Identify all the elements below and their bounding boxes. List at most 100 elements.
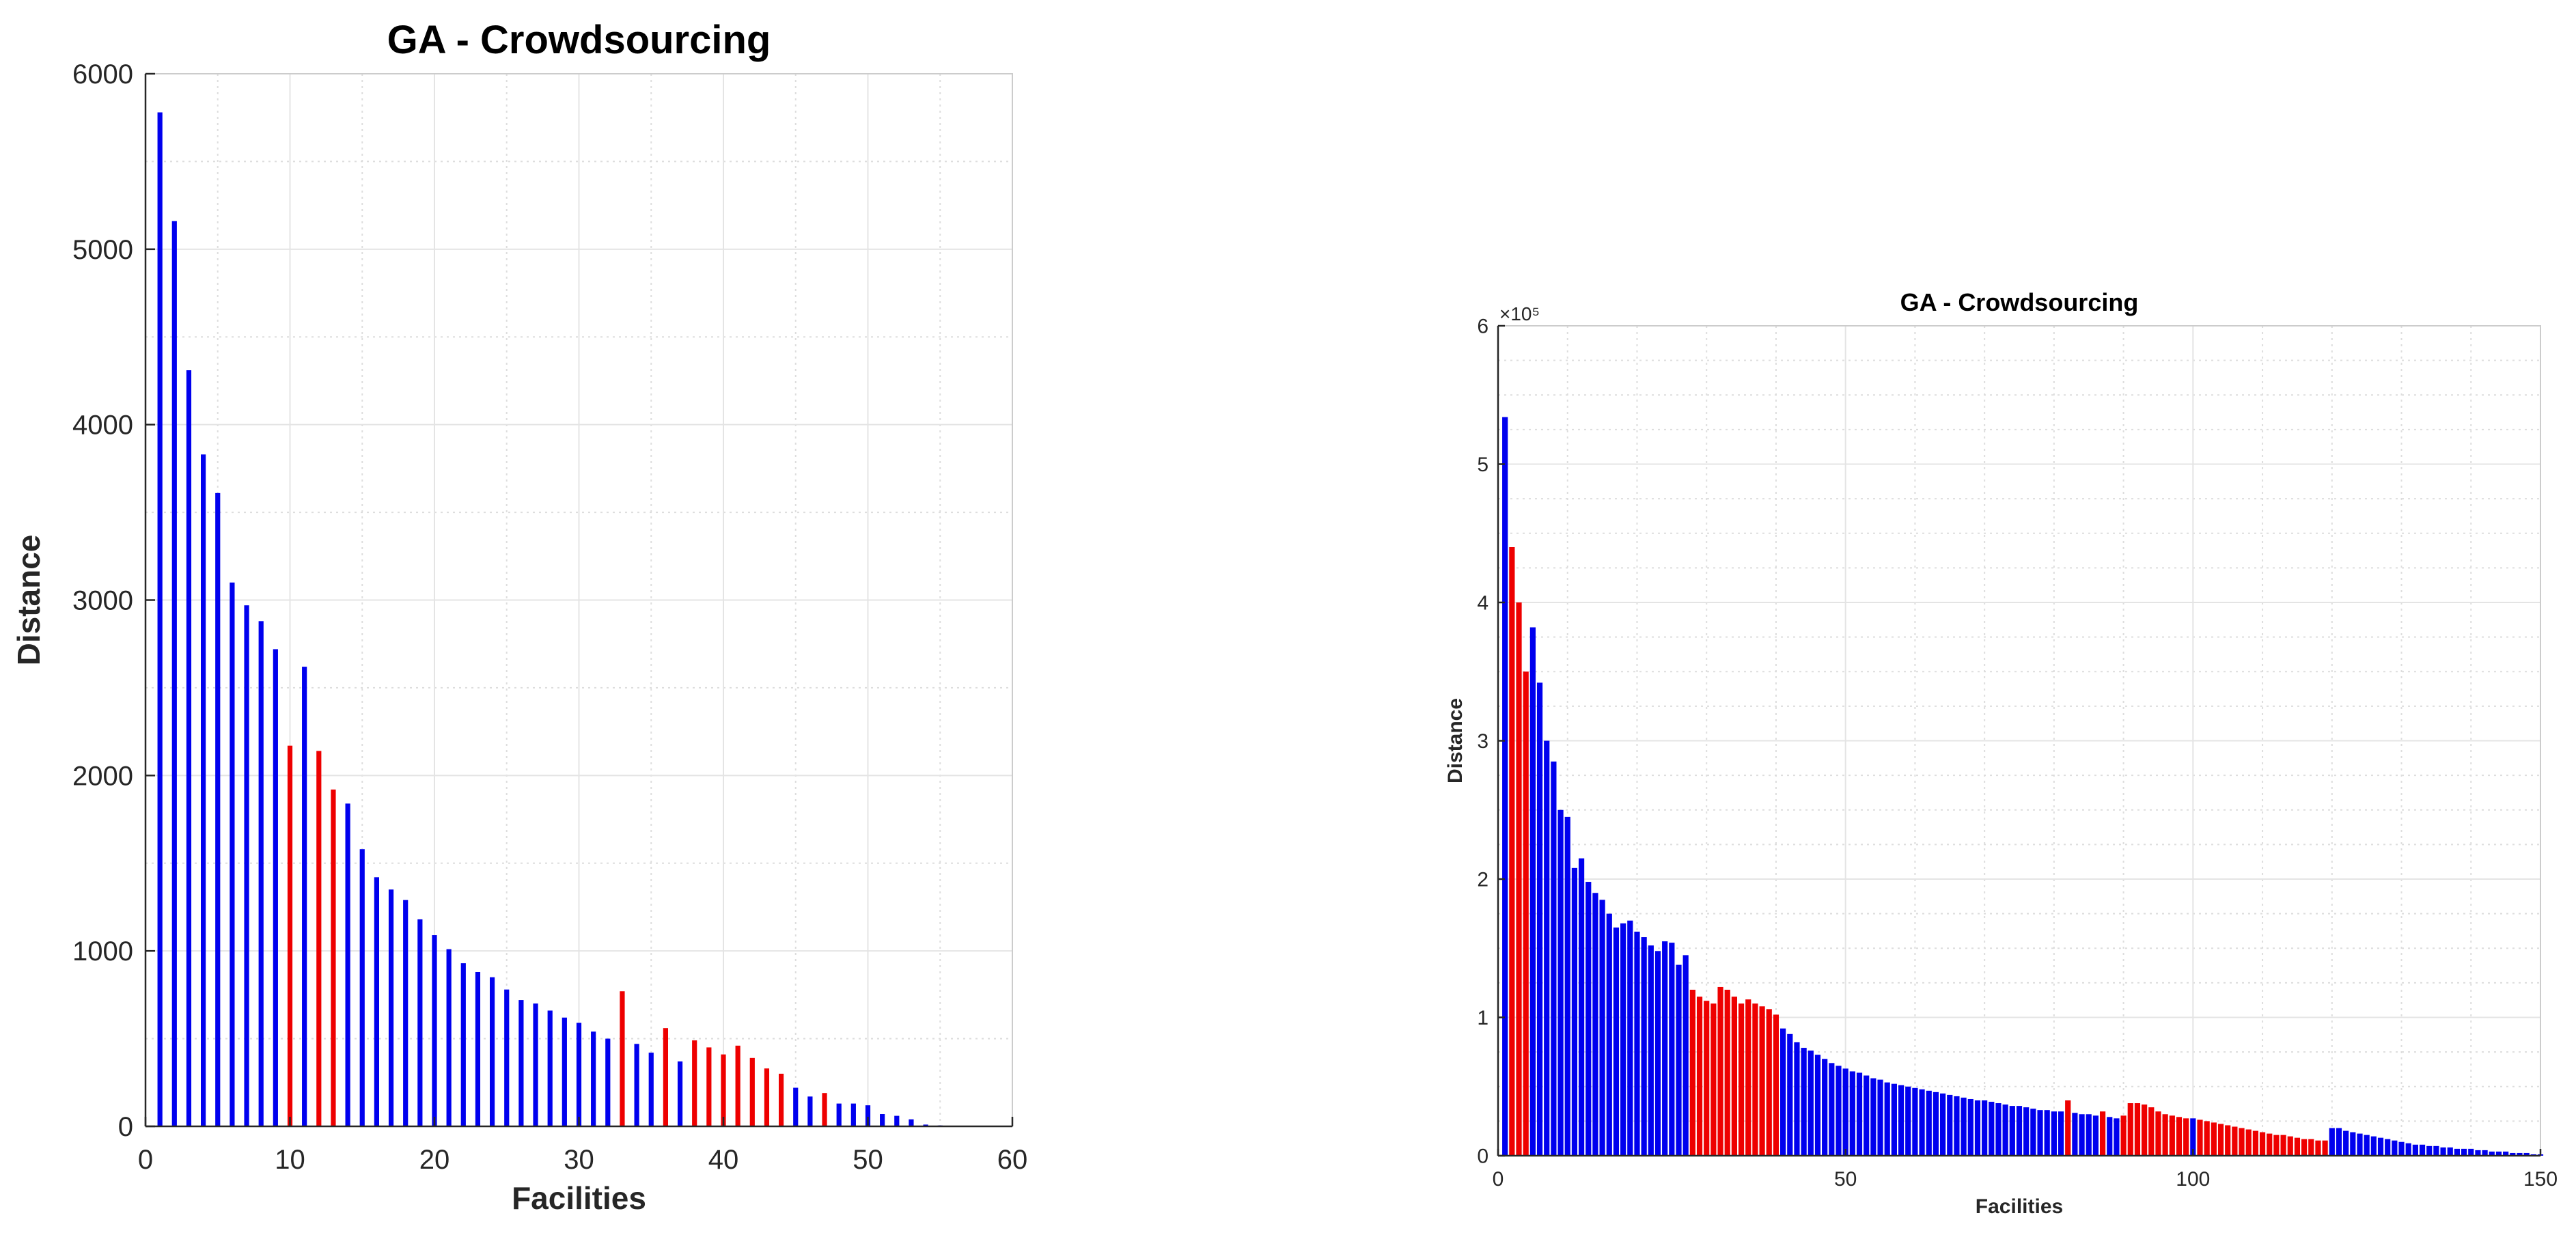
right-bar [1620,923,1626,1156]
right-bar [1842,1068,1848,1156]
right-bar [2329,1128,2335,1156]
right-bar [2142,1104,2148,1156]
right-bar [1780,1028,1786,1156]
left-bar [822,1093,827,1126]
right-bars [1502,417,2544,1156]
right-bar [1676,964,1682,1156]
right-bar [1523,671,1529,1156]
right-bar [1571,867,1578,1156]
right-y-tick-label: 6 [1477,316,1488,338]
right-bar [1808,1051,1814,1156]
left-bar [692,1040,697,1126]
right-bar [2489,1151,2495,1156]
left-bar [909,1119,914,1126]
right-bar [2245,1129,2252,1156]
right-y-axis-label: Distance [1444,698,1467,783]
left-bar [171,221,177,1126]
right-bar [2127,1103,2133,1156]
right-bar [1502,417,1508,1156]
left-bar [865,1105,871,1126]
left-bar [648,1053,654,1126]
left-y-tick-label: 5000 [72,235,133,265]
right-bar [2377,1137,2384,1156]
left-bar [504,989,510,1126]
right-bar [1905,1086,1911,1156]
left-bar [850,1103,856,1126]
right-bar [1717,986,1723,1156]
right-bar [2072,1113,2078,1156]
right-bar [1794,1042,1800,1156]
left-y-tick-label: 6000 [72,59,133,89]
right-bar [2419,1144,2426,1156]
left-bar [432,935,437,1126]
right-x-tick-label: 0 [1493,1168,1504,1191]
left-bar [894,1115,900,1126]
left-chart: 0 10 20 30 40 50 60 0 1000 2000 3000 4000 5000 6000 G… [11,18,1027,1216]
left-bar [316,751,322,1126]
left-bar [576,1023,582,1126]
right-bar [2225,1125,2231,1156]
left-bar [215,492,221,1126]
right-bar [1787,1033,1793,1156]
right-grid [1497,325,2541,1156]
right-bar [2523,1152,2530,1156]
right-bar [2259,1132,2266,1156]
right-bar [2287,1136,2293,1156]
right-y-tick-label: 4 [1477,592,1488,615]
right-bar [1689,990,1695,1156]
left-bar [749,1057,755,1126]
right-bar [2016,1106,2023,1156]
right-bar [2364,1135,2370,1156]
left-x-tick-label: 10 [275,1145,305,1175]
right-bar [1766,1009,1772,1156]
left-chart-title: GA - Crowdsourcing [387,18,771,62]
right-ticks: 0 50 100 150 0 1 2 3 4 5 6 [1477,316,2558,1191]
right-bar [2392,1140,2398,1156]
left-bar [605,1038,611,1126]
right-bar [1669,943,1675,1156]
left-bar [374,877,379,1126]
right-bar [1967,1098,1973,1156]
left-bar [230,582,235,1126]
left-bar [793,1087,799,1126]
left-bar [460,963,466,1126]
right-bar [1912,1087,1918,1156]
right-bar [2148,1107,2155,1156]
right-bar [1745,999,1751,1156]
right-bar [1864,1075,1870,1156]
left-bar [302,667,307,1126]
right-bar [2267,1133,2273,1156]
left-bar [475,971,481,1126]
right-bar [2120,1115,2127,1156]
right-bar [2280,1135,2286,1156]
left-bar [244,605,249,1126]
right-bar [1954,1096,1960,1156]
left-ticks: 0 10 20 30 40 50 60 0 1000 2000 3000 4000 5000 6000 [72,59,1027,1175]
right-bar [2336,1128,2342,1156]
right-bar [2510,1152,2516,1156]
right-x-tick-label: 150 [2523,1168,2558,1191]
left-bar [345,803,350,1126]
left-bar [258,621,264,1126]
right-bar [2440,1147,2446,1156]
right-bar [1801,1048,1807,1156]
left-bar [591,1031,596,1126]
left-x-tick-label: 0 [138,1145,153,1175]
right-bar [1696,997,1703,1156]
right-bar [1704,1001,1710,1156]
right-bar [1995,1103,2002,1156]
left-bar [417,919,423,1126]
right-bar [2037,1110,2043,1156]
left-y-axis-label: Distance [11,535,46,666]
right-bar [2495,1151,2502,1156]
right-bar [1606,913,1612,1156]
right-bar [2197,1120,2203,1156]
right-bar [1613,927,1620,1156]
left-bar [880,1114,885,1126]
right-bar [1578,858,1585,1156]
left-bar [764,1068,770,1126]
left-bar [446,949,452,1126]
left-bar [157,112,163,1127]
right-bar [2134,1103,2141,1156]
